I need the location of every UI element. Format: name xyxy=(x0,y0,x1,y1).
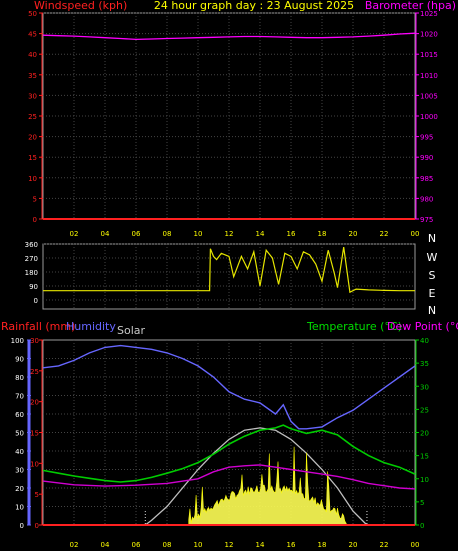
x-tick-label: 02 xyxy=(70,230,79,238)
barometer-tick-label: 1010 xyxy=(420,72,438,80)
rainfall-tick-label: 10 xyxy=(30,460,39,468)
dewpoint-axis-title: Dew Point (°C) xyxy=(387,320,458,333)
windspeed-tick-label: 15 xyxy=(28,154,37,162)
compass-label: W xyxy=(427,251,438,264)
rainfall-tick-label: 30 xyxy=(30,337,39,345)
humidity-tick-label: 10 xyxy=(15,504,24,512)
windspeed-tick-label: 0 xyxy=(33,216,37,224)
compass-label: N xyxy=(428,232,436,245)
temperature-tick-label: 35 xyxy=(420,360,429,368)
x-tick-label: 08 xyxy=(163,541,172,549)
rainfall-tick-label: 5 xyxy=(35,491,39,499)
compass-label: S xyxy=(429,269,436,282)
x-tick-label: 08 xyxy=(163,230,172,238)
windspeed-tick-label: 50 xyxy=(28,10,37,18)
temperature-tick-label: 20 xyxy=(420,430,429,438)
windspeed-axis-title: Windspeed (kph) xyxy=(34,0,127,12)
barometer-tick-label: 1025 xyxy=(420,10,438,18)
rainfall-tick-label: 20 xyxy=(30,399,39,407)
x-tick-label: 00 xyxy=(411,541,420,549)
windspeed-tick-label: 35 xyxy=(28,72,37,80)
direction-tick-label: 90 xyxy=(29,283,38,291)
barometer-tick-label: 975 xyxy=(420,216,433,224)
windspeed-tick-label: 40 xyxy=(28,51,37,59)
humidity-tick-label: 80 xyxy=(15,374,24,382)
barometer-axis-title: Barometer (hpa) xyxy=(365,0,456,12)
direction-tick-label: 0 xyxy=(34,297,38,305)
barometer-tick-label: 1005 xyxy=(420,92,438,100)
x-tick-label: 06 xyxy=(132,541,141,549)
humidity-tick-label: 30 xyxy=(15,467,24,475)
x-tick-label: 18 xyxy=(318,541,327,549)
x-tick-label: 00 xyxy=(411,230,420,238)
windspeed-tick-label: 30 xyxy=(28,92,37,100)
windspeed-tick-label: 25 xyxy=(28,113,37,121)
rainfall-axis-title: Rainfall (mm) xyxy=(1,320,75,333)
windspeed-tick-label: 20 xyxy=(28,134,37,142)
x-tick-label: 14 xyxy=(256,230,265,238)
temperature-tick-label: 25 xyxy=(420,406,429,414)
x-tick-label: 06 xyxy=(132,230,141,238)
compass-label: E xyxy=(429,287,436,300)
x-tick-label: 10 xyxy=(194,541,203,549)
humidity-tick-label: 20 xyxy=(15,485,24,493)
x-tick-label: 20 xyxy=(349,230,358,238)
rainfall-tick-label: 0 xyxy=(35,522,39,530)
x-tick-label: 16 xyxy=(287,230,296,238)
barometer-tick-label: 980 xyxy=(420,195,433,203)
humidity-line xyxy=(42,344,416,430)
dewpoint-line xyxy=(42,464,416,490)
barometer-tick-label: 990 xyxy=(420,154,433,162)
compass-label: N xyxy=(428,304,436,317)
wind-direction-line xyxy=(43,247,415,294)
humidity-tick-label: 40 xyxy=(15,448,24,456)
barometer-tick-label: 1015 xyxy=(420,51,438,59)
temperature-tick-label: 0 xyxy=(420,522,424,530)
x-tick-label: 16 xyxy=(287,541,296,549)
barometer-tick-label: 985 xyxy=(420,175,433,183)
rainfall-tick-label: 25 xyxy=(30,368,39,376)
rainfall-tick-label: 15 xyxy=(30,430,39,438)
humidity-axis-title: Humidity xyxy=(66,320,116,333)
x-tick-label: 14 xyxy=(256,541,265,549)
solar-axis-title: Solar xyxy=(117,324,146,337)
windspeed-tick-label: 45 xyxy=(28,31,37,39)
direction-tick-label: 270 xyxy=(25,255,38,263)
x-tick-label: 22 xyxy=(380,230,389,238)
x-tick-label: 18 xyxy=(318,230,327,238)
x-tick-label: 04 xyxy=(101,541,110,549)
x-tick-label: 12 xyxy=(225,541,234,549)
temperature-tick-label: 40 xyxy=(420,337,429,345)
humidity-tick-label: 90 xyxy=(15,356,24,364)
x-tick-label: 12 xyxy=(225,230,234,238)
humidity-tick-label: 100 xyxy=(11,337,24,345)
x-tick-label: 04 xyxy=(101,230,110,238)
direction-tick-label: 180 xyxy=(25,269,38,277)
x-tick-label: 20 xyxy=(349,541,358,549)
solar-radiation-area xyxy=(188,446,348,526)
temperature-tick-label: 5 xyxy=(420,499,424,507)
humidity-tick-label: 50 xyxy=(15,430,24,438)
barometer-tick-label: 1020 xyxy=(420,31,438,39)
barometer-tick-label: 1000 xyxy=(420,113,438,121)
graph-title: 24 hour graph day : 23 August 2025 xyxy=(154,0,354,12)
humidity-tick-label: 0 xyxy=(20,522,24,530)
x-tick-label: 02 xyxy=(70,541,79,549)
x-tick-label: 22 xyxy=(380,541,389,549)
temperature-tick-label: 15 xyxy=(420,453,429,461)
barometer-tick-label: 995 xyxy=(420,134,433,142)
humidity-tick-label: 60 xyxy=(15,411,24,419)
barometer-line xyxy=(42,32,416,41)
solar-max-curve xyxy=(144,427,368,526)
humidity-tick-label: 70 xyxy=(15,393,24,401)
direction-tick-label: 360 xyxy=(25,241,38,249)
windspeed-tick-label: 10 xyxy=(28,175,37,183)
temperature-tick-label: 10 xyxy=(420,476,429,484)
x-tick-label: 10 xyxy=(194,230,203,238)
temperature-axis-title: Temperature (°C) xyxy=(306,320,402,333)
windspeed-tick-label: 5 xyxy=(33,195,37,203)
temperature-line xyxy=(42,424,416,483)
temperature-tick-label: 30 xyxy=(420,383,429,391)
